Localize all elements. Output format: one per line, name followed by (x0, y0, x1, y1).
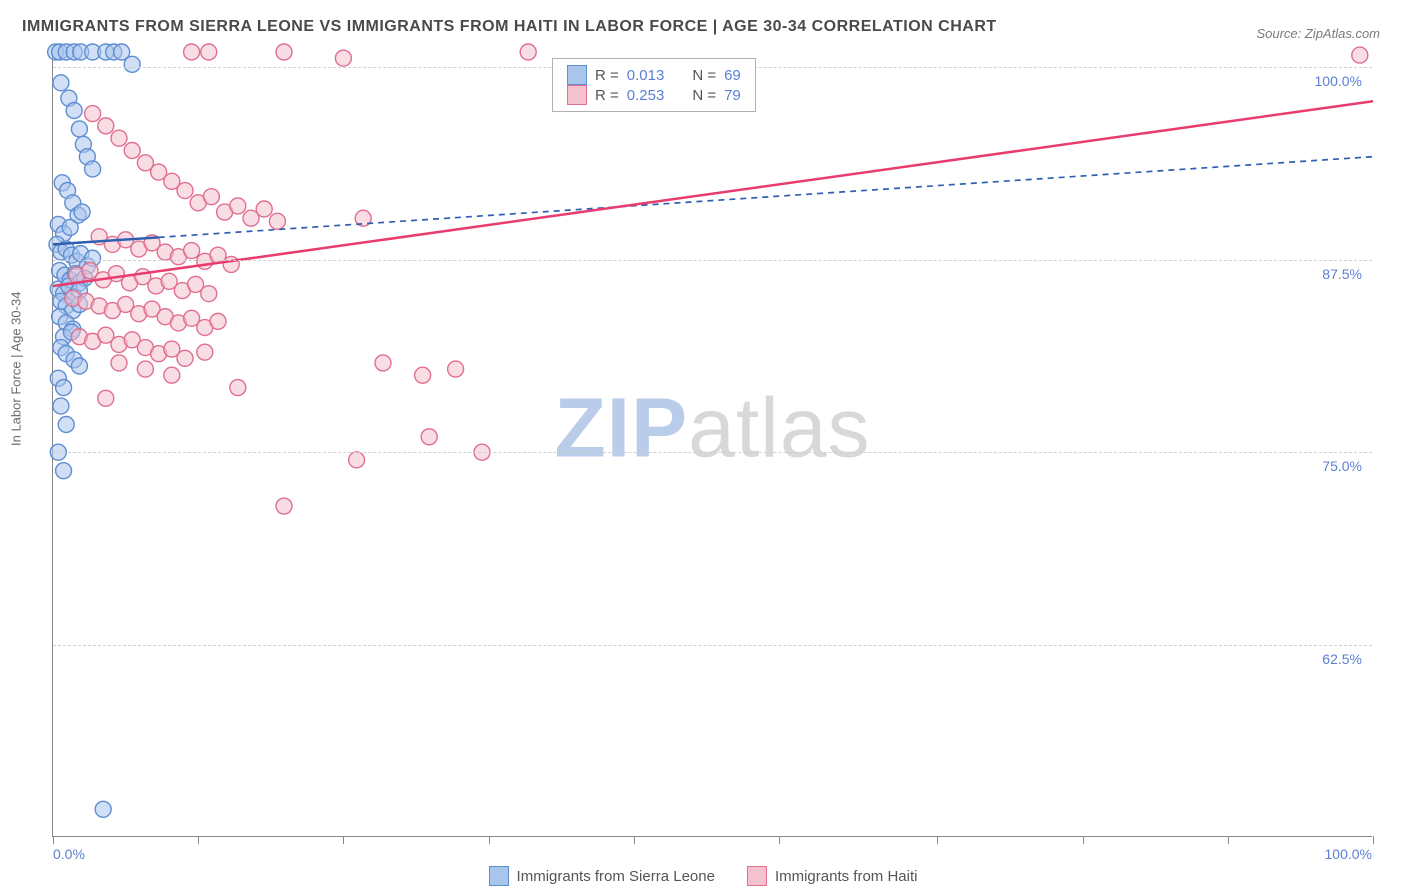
gridline-h (53, 260, 1372, 261)
data-point (349, 452, 365, 468)
x-axis-tick (198, 836, 199, 844)
legend-swatch (747, 866, 767, 886)
legend-r-value: 0.253 (627, 87, 665, 104)
data-point (177, 183, 193, 199)
data-point (164, 367, 180, 383)
data-point (98, 118, 114, 134)
data-point (520, 44, 536, 60)
x-axis-label-max: 100.0% (1325, 846, 1372, 862)
data-point (111, 130, 127, 146)
x-axis-tick (1373, 836, 1374, 844)
data-point (230, 198, 246, 214)
x-axis-tick (343, 836, 344, 844)
data-point (74, 204, 90, 220)
data-point (448, 361, 464, 377)
data-point (111, 355, 127, 371)
data-point (56, 463, 72, 479)
legend-swatch (567, 85, 587, 105)
data-point (85, 106, 101, 122)
trend-line (53, 101, 1373, 286)
data-point (124, 143, 140, 159)
data-point (210, 313, 226, 329)
data-point (137, 361, 153, 377)
source-attribution: Source: ZipAtlas.com (1256, 26, 1380, 41)
x-axis-tick (53, 836, 54, 844)
y-axis-tick-label: 100.0% (1315, 73, 1362, 89)
chart-title: IMMIGRANTS FROM SIERRA LEONE VS IMMIGRAN… (22, 18, 997, 36)
data-point (58, 416, 74, 432)
legend-item: Immigrants from Sierra Leone (489, 866, 715, 886)
x-axis-tick (634, 836, 635, 844)
data-point (421, 429, 437, 445)
legend-row: R = 0.253 N = 79 (567, 85, 741, 105)
data-point (53, 75, 69, 91)
y-axis-tick-label: 62.5% (1322, 651, 1362, 667)
legend-r-value: 0.013 (627, 67, 665, 84)
legend-n-label: N = (692, 67, 716, 84)
data-point (230, 380, 246, 396)
data-point (66, 102, 82, 118)
data-point (335, 50, 351, 66)
trend-line-dashed (159, 157, 1373, 238)
data-point (95, 801, 111, 817)
legend-item: Immigrants from Haiti (747, 866, 918, 886)
data-point (56, 380, 72, 396)
data-point (256, 201, 272, 217)
legend-r-label: R = (595, 67, 619, 84)
x-axis-label-min: 0.0% (53, 846, 85, 862)
x-axis-tick (937, 836, 938, 844)
data-point (201, 286, 217, 302)
data-point (71, 358, 87, 374)
data-point (1352, 47, 1368, 63)
y-axis-tick-label: 75.0% (1322, 458, 1362, 474)
legend-n-value: 69 (724, 67, 741, 84)
data-point (85, 161, 101, 177)
x-axis-tick (1228, 836, 1229, 844)
legend-swatch (489, 866, 509, 886)
series-legend: Immigrants from Sierra Leone Immigrants f… (0, 866, 1406, 886)
data-point (184, 44, 200, 60)
x-axis-tick (779, 836, 780, 844)
data-point (375, 355, 391, 371)
x-axis-tick (1083, 836, 1084, 844)
legend-r-label: R = (595, 87, 619, 104)
x-axis-tick (489, 836, 490, 844)
y-axis-title: In Labor Force | Age 30-34 (9, 292, 24, 446)
data-point (124, 56, 140, 72)
legend-row: R = 0.013 N = 69 (567, 65, 741, 85)
data-point (177, 350, 193, 366)
y-axis-tick-label: 87.5% (1322, 266, 1362, 282)
data-point (269, 213, 285, 229)
gridline-h (53, 645, 1372, 646)
data-point (98, 390, 114, 406)
plot-area: ZIPatlas 0.0% 100.0% 100.0%87.5%75.0%62.… (52, 52, 1372, 837)
legend-n-label: N = (692, 87, 716, 104)
legend-swatch (567, 65, 587, 85)
data-point (184, 243, 200, 259)
data-point (276, 498, 292, 514)
gridline-h (53, 452, 1372, 453)
legend-series-label: Immigrants from Sierra Leone (517, 868, 715, 885)
data-point (53, 398, 69, 414)
data-point (197, 344, 213, 360)
data-point (62, 219, 78, 235)
data-point (415, 367, 431, 383)
data-point (71, 121, 87, 137)
data-point (201, 44, 217, 60)
correlation-legend: R = 0.013 N = 69 R = 0.253 N = 79 (552, 58, 756, 112)
chart-svg (53, 52, 1372, 836)
legend-series-label: Immigrants from Haiti (775, 868, 918, 885)
legend-n-value: 79 (724, 87, 741, 104)
data-point (203, 189, 219, 205)
data-point (276, 44, 292, 60)
